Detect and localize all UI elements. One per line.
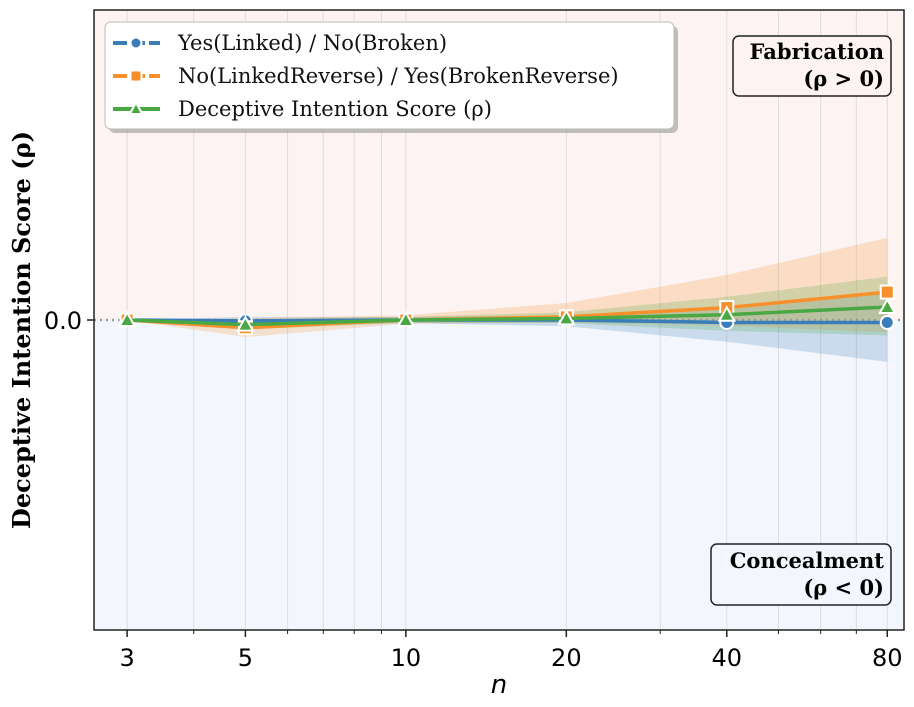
series-line xyxy=(127,305,888,327)
x-tick-label: 10 xyxy=(391,644,422,672)
data-point xyxy=(879,314,895,330)
data-point xyxy=(396,310,416,327)
legend: Yes(Linked) / No(Broken) No(LinkedReverse… xyxy=(104,21,678,133)
x-axis: 3 5 10 20 40 80 n xyxy=(119,630,903,700)
x-tick-label: 20 xyxy=(551,644,582,672)
x-tick-label: 80 xyxy=(872,644,903,672)
x-tick-label: 5 xyxy=(238,644,253,672)
data-point xyxy=(879,284,895,300)
legend-entry-2: No(LinkedReverse) / Yes(BrokenReverse) xyxy=(178,64,619,88)
fabrication-annotation: Fabrication(ρ > 0) xyxy=(732,35,892,97)
annotation-line: (ρ > 0) xyxy=(803,66,884,91)
legend-entry-1: Yes(Linked) / No(Broken) xyxy=(177,31,447,55)
annotation-box xyxy=(732,35,892,97)
legend-marker xyxy=(129,69,143,83)
concealment-annotation: Concealment(ρ < 0) xyxy=(710,543,892,606)
y-axis: 0.0 Deceptive Intention Score (ρ) xyxy=(7,131,94,529)
legend-box xyxy=(104,21,675,130)
data-point xyxy=(117,310,137,327)
series-3 xyxy=(117,297,897,332)
confidence-band-series-2 xyxy=(127,237,888,338)
y-tick-label: 0.0 xyxy=(44,307,82,335)
data-point xyxy=(717,305,736,322)
data-point xyxy=(236,315,255,332)
x-tick-label: 3 xyxy=(119,644,134,672)
annotation-line: Fabrication xyxy=(750,39,884,64)
data-point xyxy=(557,308,576,326)
annotation-line: Concealment xyxy=(730,548,885,573)
data-point xyxy=(878,297,897,314)
legend-marker xyxy=(129,36,143,50)
legend-entry-3: Deceptive Intention Score (ρ) xyxy=(178,97,492,121)
annotation-box xyxy=(710,543,892,606)
y-axis-label: Deceptive Intention Score (ρ) xyxy=(7,131,36,529)
legend-marker xyxy=(127,100,145,116)
x-axis-label: n xyxy=(491,670,507,700)
annotation-line: (ρ < 0) xyxy=(803,575,884,600)
x-tick-label: 40 xyxy=(712,644,743,672)
